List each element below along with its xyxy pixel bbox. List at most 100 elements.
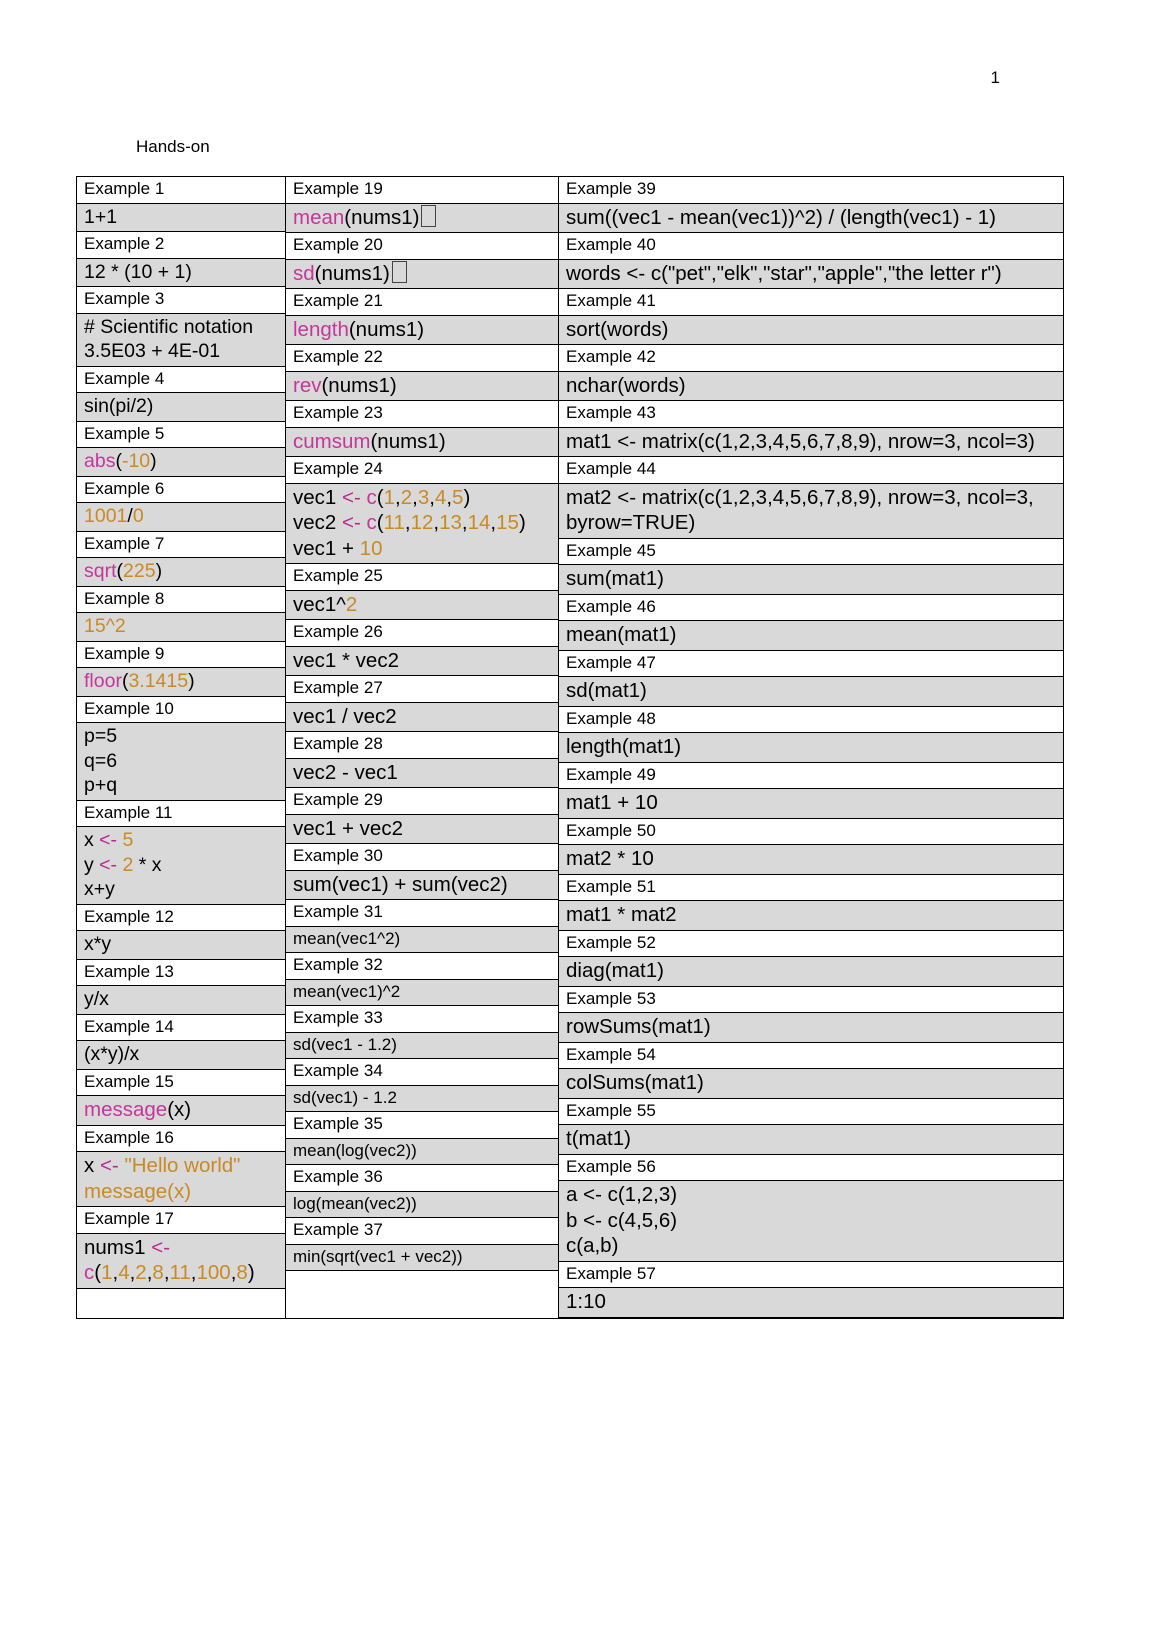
code-cell: message(x) (77, 1095, 285, 1126)
example-label: Example 26 (286, 619, 558, 647)
example-label: Example 50 (559, 818, 1063, 845)
code-cell: mean(nums1) (286, 203, 558, 233)
table-row: Example 14 (77, 1014, 285, 1041)
table-row: mean(mat1) (559, 620, 1063, 651)
page-title: Hands-on (136, 137, 210, 156)
example-label: Example 20 (286, 232, 558, 260)
example-label: Example 7 (77, 531, 285, 558)
table-row: Example 43 (559, 400, 1063, 428)
table-row: Example 30 (286, 843, 558, 871)
example-label: Example 5 (77, 421, 285, 448)
missing-glyph-box (421, 204, 437, 227)
table-row: Example 2 (77, 231, 285, 259)
table-row: Example 51 (559, 874, 1063, 901)
table-row: Example 21 (286, 288, 558, 316)
example-label: Example 45 (559, 538, 1063, 565)
code-cell: length(nums1) (286, 315, 558, 345)
table-row: 1:10 (559, 1287, 1063, 1318)
table-row: Example 7 (77, 531, 285, 558)
code-cell: vec1 + vec2 (286, 814, 558, 844)
code-cell: mat1 + 10 (559, 788, 1063, 819)
code-cell: vec1 <- c(1,2,3,4,5) vec2 <- c(11,12,13,… (286, 483, 558, 564)
example-label: Example 22 (286, 344, 558, 372)
example-label: Example 49 (559, 762, 1063, 789)
code-cell: mean(vec1^2) (286, 926, 558, 953)
table-row: Example 16 (77, 1125, 285, 1152)
table-row: Example 12 (77, 904, 285, 931)
code-cell: mean(log(vec2)) (286, 1138, 558, 1165)
hands-on-table: Example 1 1+1 Example 2 12 * (10 + 1) Ex… (76, 176, 1064, 1319)
table-row: p=5 q=6 p+q (77, 722, 285, 801)
table-row: Example 19 (286, 177, 558, 204)
code-cell: words <- c("pet","elk","star","apple","t… (559, 259, 1063, 289)
table-row: diag(mat1) (559, 956, 1063, 987)
table-row: 15^2 (77, 612, 285, 642)
missing-glyph-box (391, 260, 407, 283)
table-row: vec2 - vec1 (286, 758, 558, 788)
code-cell: mat2 <- matrix(c(1,2,3,4,5,6,7,8,9), nro… (559, 483, 1063, 539)
code-cell: a <- c(1,2,3) b <- c(4,5,6) c(a,b) (559, 1180, 1063, 1262)
column-1-entries: Example 1 1+1 Example 2 12 * (10 + 1) Ex… (77, 177, 285, 1289)
table-row: vec1^2 (286, 590, 558, 620)
table-row: Example 55 (559, 1098, 1063, 1125)
code-cell: diag(mat1) (559, 956, 1063, 987)
table-row: mat1 * mat2 (559, 900, 1063, 931)
table-row: Example 15 (77, 1069, 285, 1096)
table-row: Example 45 (559, 538, 1063, 565)
table-row: Example 37 (286, 1217, 558, 1245)
code-cell: cumsum(nums1) (286, 427, 558, 457)
example-label: Example 51 (559, 874, 1063, 901)
code-cell: x <- 5 y <- 2 * x x+y (77, 826, 285, 905)
table-row: Example 34 (286, 1058, 558, 1086)
code-cell: nums1 <- c(1,4,2,8,11,100,8) (77, 1233, 285, 1289)
example-label: Example 42 (559, 344, 1063, 372)
table-row: Example 40 (559, 232, 1063, 260)
code-cell: 1001/0 (77, 502, 285, 532)
table-row: t(mat1) (559, 1124, 1063, 1155)
code-cell: vec1^2 (286, 590, 558, 620)
table-row: nums1 <- c(1,4,2,8,11,100,8) (77, 1233, 285, 1289)
table-row: mean(nums1) (286, 203, 558, 233)
code-cell: floor(3.1415) (77, 667, 285, 697)
table-row: Example 9 (77, 641, 285, 668)
table-row: words <- c("pet","elk","star","apple","t… (559, 259, 1063, 289)
example-label: Example 54 (559, 1042, 1063, 1069)
example-label: Example 28 (286, 731, 558, 759)
table-row: (x*y)/x (77, 1040, 285, 1070)
table-row: rev(nums1) (286, 371, 558, 401)
code-cell: # Scientific notation 3.5E03 + 4E-01 (77, 313, 285, 367)
code-cell: 12 * (10 + 1) (77, 258, 285, 287)
example-label: Example 47 (559, 650, 1063, 677)
table-row: mat2 <- matrix(c(1,2,3,4,5,6,7,8,9), nro… (559, 483, 1063, 539)
table-row: Example 36 (286, 1164, 558, 1192)
example-label: Example 39 (559, 177, 1063, 204)
table-row: Example 26 (286, 619, 558, 647)
table-row: Example 57 (559, 1261, 1063, 1288)
table-row: Example 53 (559, 986, 1063, 1013)
table-row: length(nums1) (286, 315, 558, 345)
table-row: Example 3 (77, 286, 285, 314)
code-cell: sort(words) (559, 315, 1063, 345)
code-cell: 15^2 (77, 612, 285, 642)
table-row: Example 17 (77, 1206, 285, 1234)
example-label: Example 32 (286, 952, 558, 980)
code-cell: sum(vec1) + sum(vec2) (286, 870, 558, 900)
code-cell: sd(vec1 - 1.2) (286, 1032, 558, 1059)
code-cell: mean(vec1)^2 (286, 979, 558, 1006)
table-row: mean(vec1^2) (286, 926, 558, 953)
table-row: x <- 5 y <- 2 * x x+y (77, 826, 285, 905)
example-label: Example 14 (77, 1014, 285, 1041)
code-cell: sd(nums1) (286, 259, 558, 289)
hands-on-table-wrap: Example 1 1+1 Example 2 12 * (10 + 1) Ex… (76, 176, 1064, 1319)
table-row: vec1 <- c(1,2,3,4,5) vec2 <- c(11,12,13,… (286, 483, 558, 564)
table-row: Example 6 (77, 476, 285, 503)
code-cell: abs(-10) (77, 447, 285, 477)
example-label: Example 36 (286, 1164, 558, 1192)
table-row: # Scientific notation 3.5E03 + 4E-01 (77, 313, 285, 367)
table-row: Example 50 (559, 818, 1063, 845)
table-row: nchar(words) (559, 371, 1063, 401)
example-label: Example 34 (286, 1058, 558, 1086)
code-cell: sd(vec1) - 1.2 (286, 1085, 558, 1112)
table-row: mean(log(vec2)) (286, 1138, 558, 1165)
